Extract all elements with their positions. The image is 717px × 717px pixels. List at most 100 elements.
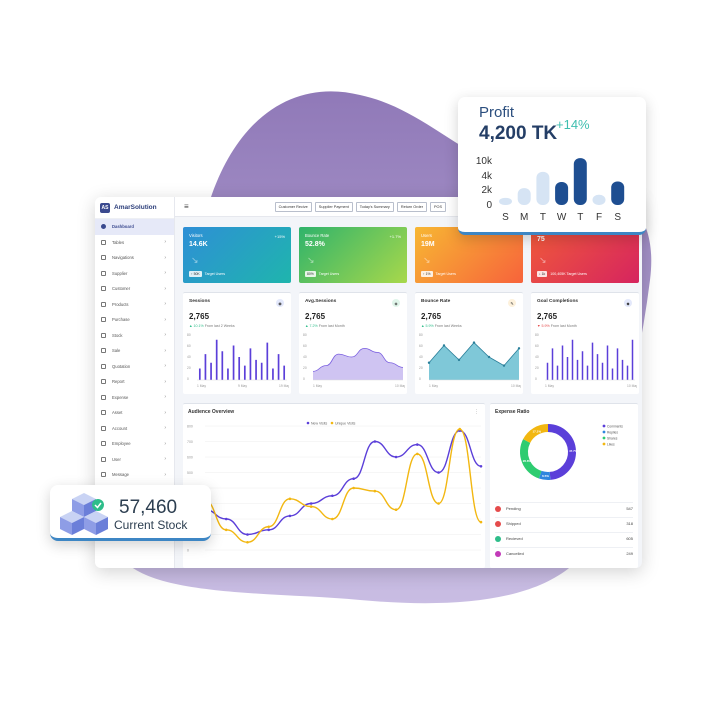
series-line [312,347,404,372]
bar [546,362,549,380]
bar [243,365,246,380]
supplier-icon [101,270,106,276]
expense-row-value: 318 [626,521,633,526]
stat-value: 52.8% [305,241,325,248]
sidebar-item-stock[interactable]: Stock › [95,328,174,344]
point [246,533,249,536]
legend-marker [306,421,310,425]
expense-row-value: 249 [626,551,633,556]
trend-arrow-icon: ↘ [423,255,431,265]
expense-row-label: Shipped [506,521,521,526]
expense-row-label: Pending [506,506,521,511]
metric-card-bounce-rate: Bounce Rate ✎ 2,765 ▲ 5.9% From last Weeks 8… [415,292,523,394]
sidebar-item-products[interactable]: Products › [95,297,174,313]
expense-row-cancelled: Cancelled 249 [495,547,633,559]
bar [606,345,609,380]
sidebar-item-label: Purchase [112,317,130,323]
menu-icon[interactable]: ≡ [184,202,189,211]
bar [517,188,531,205]
boxes-icon [60,493,108,535]
sidebar-item-customer[interactable]: Customer › [95,281,174,297]
supplier-payment-button[interactable]: Supplier Payment [314,201,353,212]
y-tick-label: 0 [187,377,189,381]
y-tick-label: 0 [419,377,421,381]
pos-button[interactable]: POS [430,201,447,212]
more-options-icon[interactable]: ⋮ [474,409,479,415]
bar [536,171,550,205]
user-icon [101,456,106,462]
metric-badge-icon: ◈ [392,299,400,307]
metric-chart: 80 60 40 20 0 1 May 10 May [419,333,521,388]
return-order-button[interactable]: Return Order [396,201,428,212]
legend-label: New Visits [311,421,328,425]
point [373,489,377,493]
y-tick-label: 20 [303,366,307,370]
status-icon [495,520,501,527]
series-line-new-visits [204,429,482,536]
sidebar-item-employee[interactable]: Employee › [95,436,174,452]
x-tick-label: 10 May [511,384,521,388]
bar [551,348,554,380]
expense-row-recieved: Recieved 605 [495,532,633,544]
stat-chip: ↑ 1% [421,271,433,277]
expense-donut-chart: 47.7% 6.5% 26.8% 17.1% Comments Replies Shares… [520,424,623,480]
bar [221,351,224,380]
y-tick-label: 20 [419,366,423,370]
y-tick-label: 0 [486,200,492,211]
x-tick-label: M [520,212,528,223]
chevron-right-icon: › [164,456,166,463]
bar [556,365,559,380]
legend-marker [602,424,606,428]
metric-title: Bounce Rate [421,299,451,304]
point [458,427,462,431]
point [427,361,431,364]
stat-change: +1.7% [389,234,401,239]
sidebar-item-expense[interactable]: Expense › [95,390,174,406]
sidebar-item-message[interactable]: Message › [95,467,174,483]
metric-delta: ▲ 10.1% [189,324,204,328]
metric-subtext: ▲ 5.9% From last Weeks [421,324,517,328]
todays-summary-button[interactable]: Today's Summary [355,201,394,212]
status-icon [495,505,501,512]
sidebar-item-user[interactable]: User › [95,452,174,468]
point [288,497,292,501]
sidebar-item-tables[interactable]: Tables › [95,235,174,251]
sidebar-item-supplier[interactable]: Supplier › [95,266,174,282]
profit-change: +14% [556,117,590,132]
bar [611,181,625,205]
metric-period: From last Weeks [434,324,462,328]
sidebar-item-account[interactable]: Account › [95,421,174,437]
metric-delta: ▲ 7.2% [305,324,318,328]
sidebar-item-navigations[interactable]: Navigations › [95,250,174,266]
sidebar-item-purchase[interactable]: Purchase › [95,312,174,328]
metric-chart: 80 60 40 20 0 1 May 10 May [303,333,405,388]
sidebar-item-sale[interactable]: Sale › [95,343,174,359]
x-tick-label: S [502,212,509,223]
point [487,355,491,359]
sidebar-item-dashboard[interactable]: Dashboard [95,219,174,235]
metric-delta: ▲ 5.9% [421,324,434,328]
quotation-icon [101,363,106,369]
stat-footer: ↓ 1k 100,405K Target Users [537,271,587,277]
sidebar-item-quotation[interactable]: Quotation › [95,359,174,375]
chevron-right-icon: › [164,332,166,339]
metric-period: From last Month [550,324,577,328]
point [517,347,521,350]
bar [215,339,218,380]
legend-label: Likes [607,442,615,446]
expense-row-value: 547 [626,506,633,511]
status-icon [495,550,501,557]
customer-recive-button[interactable]: Customer Recive [274,201,312,212]
sidebar-item-asset[interactable]: Asset › [95,405,174,421]
y-tick-label: 700 [187,440,193,444]
stat-card-users: Users 19M ↘ ↑ 1% Target Users [415,227,523,283]
expense-row-shipped: Shipped 318 [495,517,633,529]
x-tick-label: 10 May [627,384,637,388]
metric-subtext: ▼ 5.9% From last Month [537,324,633,328]
sidebar-item-report[interactable]: Report › [95,374,174,390]
metric-delta: ▼ 5.9% [537,324,550,328]
slice-label: 26.8% [523,459,532,463]
chevron-right-icon: › [164,440,166,447]
sidebar-item-label: Report [112,379,125,385]
